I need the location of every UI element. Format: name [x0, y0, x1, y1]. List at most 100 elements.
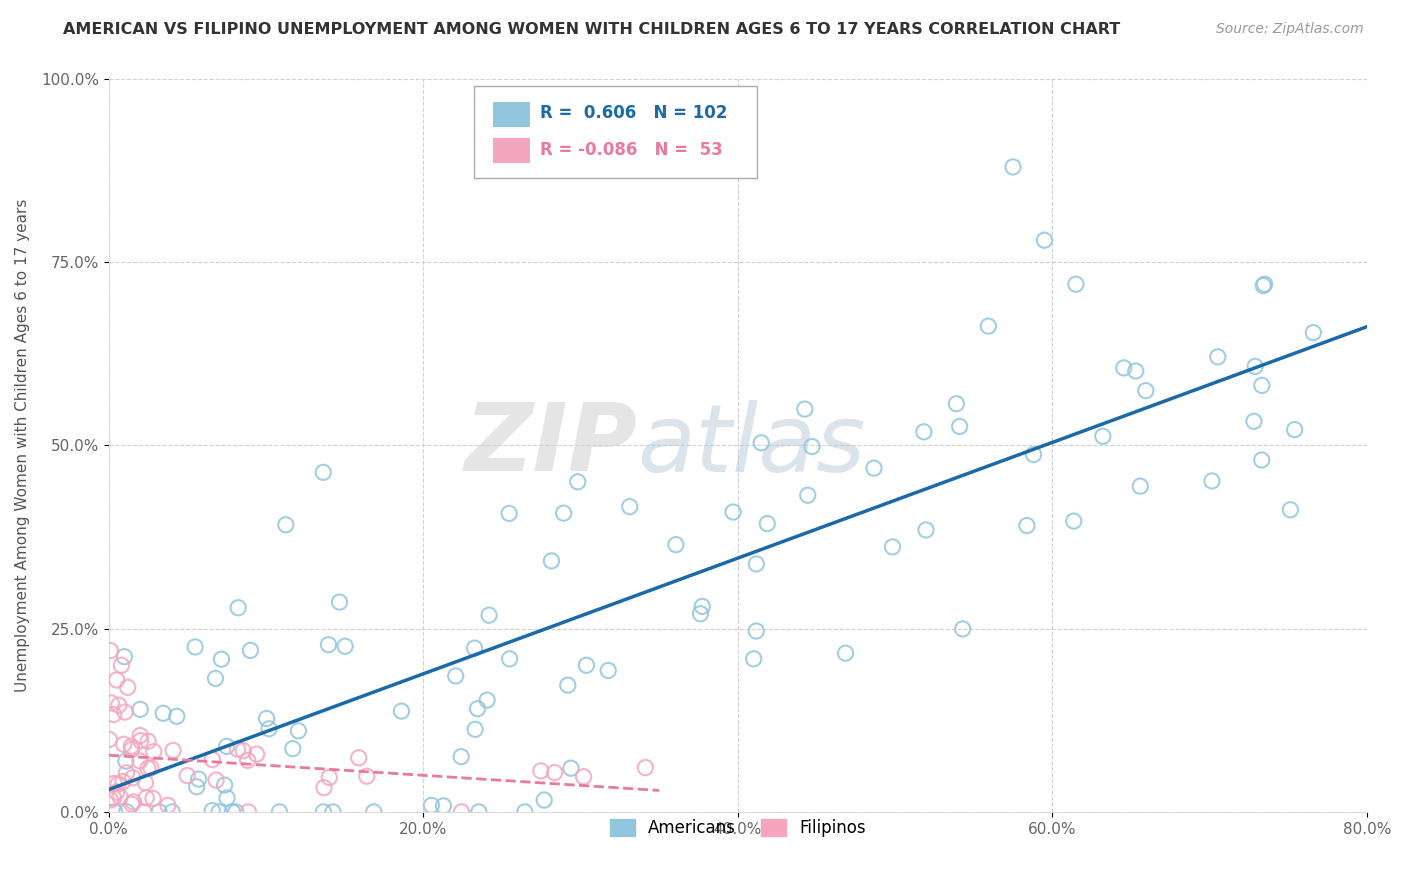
- Point: [665, 538, 688, 552]
- Point: [1135, 384, 1157, 398]
- Point: [1206, 350, 1229, 364]
- Point: [121, 797, 143, 812]
- Point: [103, 776, 125, 790]
- Point: [108, 789, 131, 804]
- Point: [215, 739, 238, 754]
- Point: [1091, 429, 1114, 443]
- Point: [533, 793, 555, 807]
- Point: [156, 798, 179, 813]
- Point: [236, 753, 259, 767]
- Point: [142, 791, 165, 805]
- Point: [567, 475, 589, 489]
- Point: [205, 773, 228, 788]
- Point: [912, 425, 935, 439]
- Point: [152, 706, 174, 721]
- Point: [467, 701, 489, 715]
- Point: [560, 761, 582, 775]
- Point: [269, 805, 291, 819]
- Point: [103, 790, 125, 805]
- Point: [745, 624, 768, 638]
- Point: [575, 658, 598, 673]
- Point: [114, 705, 136, 719]
- Point: [347, 751, 370, 765]
- Point: [1129, 479, 1152, 493]
- Point: [128, 754, 150, 768]
- Point: [745, 557, 768, 571]
- Point: [1251, 278, 1274, 293]
- Point: [148, 805, 170, 819]
- Point: [204, 672, 226, 686]
- Point: [129, 729, 152, 743]
- Point: [1015, 518, 1038, 533]
- Point: [318, 771, 340, 785]
- Point: [391, 704, 413, 718]
- Point: [1250, 378, 1272, 392]
- Point: [793, 402, 815, 417]
- Point: [134, 776, 156, 790]
- Point: [120, 739, 142, 754]
- Point: [239, 643, 262, 657]
- Point: [184, 640, 207, 654]
- Point: [214, 778, 236, 792]
- Point: [557, 678, 579, 692]
- Point: [882, 540, 904, 554]
- Point: [105, 785, 128, 799]
- Point: [1284, 423, 1306, 437]
- Point: [1302, 326, 1324, 340]
- Point: [186, 780, 208, 794]
- Point: [121, 771, 143, 785]
- Point: [110, 658, 132, 673]
- Point: [122, 795, 145, 809]
- Point: [540, 554, 562, 568]
- Legend: Americans, Filipinos: Americans, Filipinos: [603, 813, 873, 844]
- Point: [464, 723, 486, 737]
- Point: [801, 440, 824, 454]
- Point: [281, 741, 304, 756]
- Point: [450, 749, 472, 764]
- Point: [312, 805, 335, 819]
- Point: [238, 805, 260, 819]
- Point: [117, 680, 139, 694]
- Point: [756, 516, 779, 531]
- Point: [318, 638, 340, 652]
- Text: R =  0.606   N = 102: R = 0.606 N = 102: [540, 104, 728, 122]
- Point: [215, 791, 238, 805]
- Point: [160, 805, 183, 819]
- Point: [187, 772, 209, 786]
- Point: [256, 711, 278, 725]
- Point: [1001, 160, 1024, 174]
- Point: [166, 709, 188, 723]
- Point: [450, 805, 472, 819]
- Point: [1125, 364, 1147, 378]
- Point: [619, 500, 641, 514]
- Point: [112, 737, 135, 751]
- Point: [100, 793, 122, 807]
- Point: [513, 805, 536, 819]
- Point: [201, 804, 224, 818]
- Point: [114, 754, 136, 768]
- Point: [478, 608, 501, 623]
- Point: [1201, 474, 1223, 488]
- Point: [226, 742, 249, 756]
- Point: [598, 664, 620, 678]
- Point: [1244, 359, 1267, 374]
- Point: [530, 764, 553, 778]
- Text: ZIP: ZIP: [464, 400, 637, 491]
- Point: [498, 652, 520, 666]
- Point: [690, 599, 713, 614]
- Point: [572, 770, 595, 784]
- Point: [129, 733, 152, 747]
- Point: [115, 805, 138, 819]
- Point: [312, 466, 335, 480]
- Point: [287, 723, 309, 738]
- Point: [221, 805, 243, 819]
- Text: AMERICAN VS FILIPINO UNEMPLOYMENT AMONG WOMEN WITH CHILDREN AGES 6 TO 17 YEARS C: AMERICAN VS FILIPINO UNEMPLOYMENT AMONG …: [63, 22, 1121, 37]
- Point: [420, 798, 443, 813]
- Point: [1063, 514, 1085, 528]
- Point: [98, 732, 121, 747]
- Point: [100, 643, 122, 657]
- Point: [721, 505, 744, 519]
- Point: [257, 722, 280, 736]
- Point: [1022, 448, 1045, 462]
- Point: [543, 765, 565, 780]
